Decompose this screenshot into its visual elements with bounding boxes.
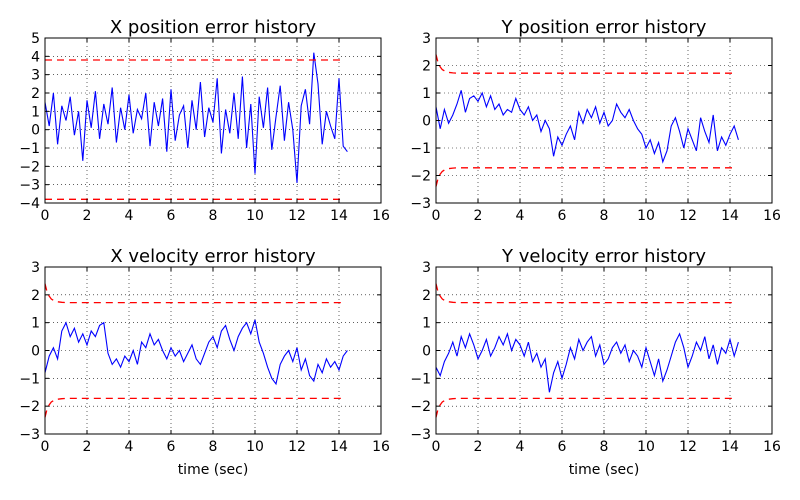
y-tick-label: 2 (422, 288, 431, 304)
y-tick-label: 3 (422, 260, 431, 276)
x-tick-label: 12 (288, 208, 306, 224)
y-tick-label: 0 (31, 344, 40, 360)
y-tick-label: −3 (410, 427, 431, 443)
x-tick-label: 4 (516, 208, 525, 224)
x-tick-label: 10 (246, 208, 264, 224)
x-tick-label: 10 (246, 439, 264, 455)
x-tick-label: 10 (637, 439, 655, 455)
y-tick-label: −3 (19, 178, 40, 194)
x-tick-label: 0 (432, 439, 441, 455)
y-tick-label: 2 (422, 59, 431, 75)
lower-bound-line (435, 397, 735, 418)
error-series-line (435, 90, 739, 164)
x-tick-label: 10 (637, 208, 655, 224)
upper-bound-line (44, 283, 344, 304)
error-series-line (44, 319, 348, 386)
x-tick-label: 8 (209, 208, 218, 224)
y-tick-label: 0 (422, 114, 431, 130)
upper-bound-line (435, 283, 735, 304)
y-tick-label: 3 (31, 68, 40, 84)
y-tick-label: −2 (19, 399, 40, 415)
x-tick-label: 14 (330, 439, 348, 455)
y-tick-label: 1 (31, 316, 40, 332)
x-tick-label: 16 (372, 439, 390, 455)
chart-title: Y velocity error history (501, 246, 706, 267)
y-tick-label: 0 (422, 344, 431, 360)
y-tick-label: 3 (422, 31, 431, 47)
subplot-x-position-error: X position error history 0 2 4 6 8 10 12 14 16−4… (19, 17, 390, 224)
x-tick-label: 2 (474, 439, 483, 455)
y-tick-label: 0 (31, 123, 40, 139)
x-tick-label: 16 (763, 439, 781, 455)
y-tick-label: −2 (410, 399, 431, 415)
subplot-y-velocity-error: Y velocity error history time (sec) 0 2 4 6… (410, 246, 781, 478)
lower-bound-line (44, 397, 344, 418)
y-tick-label: 1 (422, 86, 431, 102)
x-tick-label: 16 (372, 208, 390, 224)
x-tick-label: 0 (41, 208, 50, 224)
y-tick-label: 5 (31, 31, 40, 47)
y-tick-label: 3 (31, 260, 40, 276)
y-tick-label: 4 (31, 49, 40, 65)
x-tick-label: 8 (209, 439, 218, 455)
x-axis-label: time (sec) (178, 462, 249, 478)
y-tick-label: 1 (422, 316, 431, 332)
upper-bound-line (435, 54, 735, 74)
y-tick-label: −2 (19, 159, 40, 175)
y-tick-label: −2 (410, 169, 431, 185)
error-series-line (44, 52, 348, 183)
chart-title: X position error history (110, 17, 317, 38)
x-tick-label: 4 (125, 439, 134, 455)
y-tick-label: −3 (19, 427, 40, 443)
y-tick-label: −4 (19, 196, 40, 212)
subplot-y-position-error: Y position error history 0 2 4 6 8 10 12 14 16−3… (410, 17, 781, 224)
x-tick-label: 16 (763, 208, 781, 224)
lower-bound-line (435, 167, 735, 187)
y-tick-label: −1 (19, 371, 40, 387)
subplot-x-velocity-error: X velocity error history time (sec) 0 2 4 6… (19, 246, 390, 478)
x-tick-label: 2 (83, 439, 92, 455)
x-tick-label: 8 (600, 208, 609, 224)
x-tick-label: 14 (721, 208, 739, 224)
x-tick-label: 0 (41, 439, 50, 455)
x-tick-label: 8 (600, 439, 609, 455)
x-tick-label: 2 (474, 208, 483, 224)
x-tick-label: 6 (558, 439, 567, 455)
y-tick-label: −1 (19, 141, 40, 157)
y-tick-label: −1 (410, 371, 431, 387)
x-tick-label: 0 (432, 208, 441, 224)
x-tick-label: 12 (679, 439, 697, 455)
x-tick-label: 6 (167, 208, 176, 224)
x-axis-label: time (sec) (569, 462, 640, 478)
y-tick-label: 2 (31, 86, 40, 102)
x-tick-label: 12 (679, 208, 697, 224)
y-tick-label: 1 (31, 104, 40, 120)
y-tick-label: 2 (31, 288, 40, 304)
x-tick-label: 6 (167, 439, 176, 455)
x-tick-label: 14 (330, 208, 348, 224)
error-series-line (435, 331, 739, 393)
x-tick-label: 4 (125, 208, 134, 224)
chart-title: Y position error history (501, 17, 707, 38)
y-tick-label: −1 (410, 141, 431, 157)
chart-title: X velocity error history (110, 246, 316, 267)
x-tick-label: 6 (558, 208, 567, 224)
x-tick-label: 2 (83, 208, 92, 224)
x-tick-label: 4 (516, 439, 525, 455)
y-tick-label: −3 (410, 196, 431, 212)
x-tick-label: 12 (288, 439, 306, 455)
x-tick-label: 14 (721, 439, 739, 455)
